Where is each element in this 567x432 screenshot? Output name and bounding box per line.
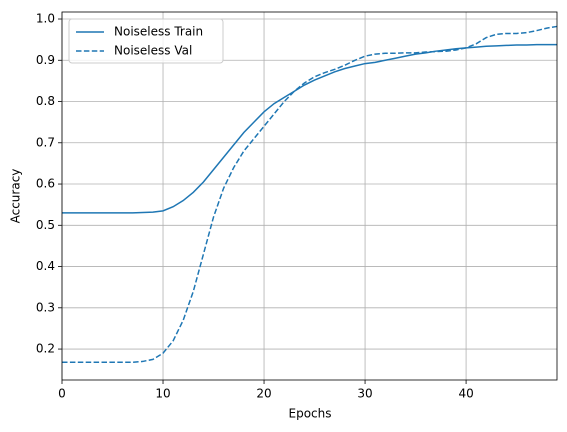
y-axis-label: Accuracy	[9, 169, 23, 224]
x-tick-label: 40	[458, 387, 473, 401]
y-tick-label: 0.7	[36, 135, 55, 149]
y-tick-label: 1.0	[36, 12, 55, 26]
legend-label: Noiseless Val	[114, 44, 192, 58]
y-tick-label: 0.6	[36, 177, 55, 191]
legend: Noiseless Train Noiseless Val	[68, 18, 224, 64]
y-tick-label: 0.2	[36, 342, 55, 356]
y-tick-label: 0.8	[36, 94, 55, 108]
legend-label: Noiseless Train	[114, 25, 203, 39]
x-tick-label: 10	[155, 387, 170, 401]
y-tick-label: 0.3	[36, 300, 55, 314]
x-tick-label: 0	[58, 387, 66, 401]
y-tick-label: 0.4	[36, 259, 55, 273]
line-series	[62, 43, 557, 214]
y-tick-label: 0.5	[36, 218, 55, 232]
line-series	[62, 25, 558, 364]
x-tick-label: 30	[357, 387, 372, 401]
x-tick-label: 20	[256, 387, 271, 401]
y-tick-label: 0.9	[36, 53, 55, 67]
x-axis-label: Epochs	[289, 407, 332, 421]
legend-box	[68, 18, 224, 64]
plot-frame	[61, 11, 558, 381]
